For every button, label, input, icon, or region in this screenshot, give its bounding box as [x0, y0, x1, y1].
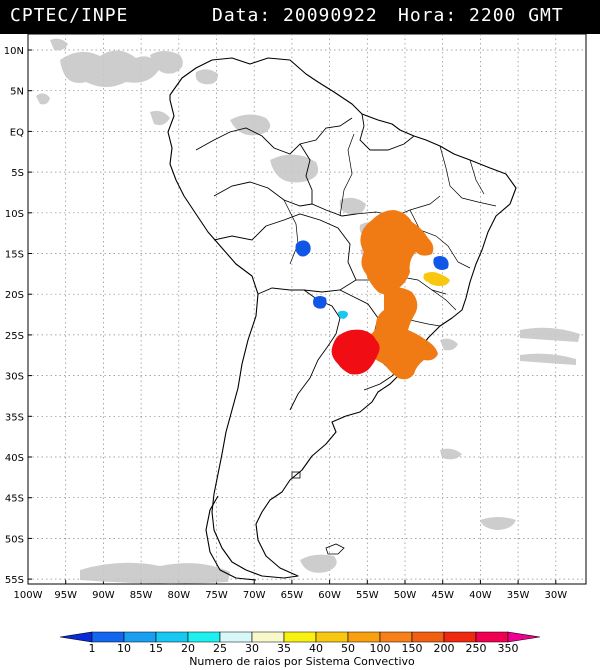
lon-label: 75W: [205, 590, 228, 601]
colorbar-tick-label: 200: [434, 642, 455, 655]
date-label: Data: 20090922: [212, 5, 378, 26]
lon-label: 30W: [544, 590, 567, 601]
system-cluster-paraguay-blue: [313, 296, 327, 309]
system-cluster-paraguay-cyan: [338, 310, 348, 319]
lat-label: 5S: [11, 168, 24, 179]
colorbar-tick-label: 100: [370, 642, 391, 655]
colorbar-swatch: [187, 631, 221, 643]
title-bar: CPTEC/INPE Data: 20090922 Hora: 2200 GMT: [0, 0, 600, 34]
lon-label: 70W: [243, 590, 266, 601]
colorbar-swatch: [443, 631, 477, 643]
lon-label: 50W: [394, 590, 417, 601]
colorbar-swatch: [411, 631, 445, 643]
colorbar-swatch: [347, 631, 381, 643]
colorbar-swatch: [507, 631, 541, 643]
lat-label: EQ: [10, 127, 24, 138]
island-marker: [291, 471, 301, 479]
map-frame: [27, 33, 587, 585]
colorbar-swatch: [475, 631, 509, 643]
lat-label: 30S: [5, 372, 24, 383]
colorbar-swatch: [379, 631, 413, 643]
lon-label: 95W: [54, 590, 77, 601]
lon-label: 90W: [92, 590, 115, 601]
lat-label: 5N: [10, 87, 24, 98]
lon-label: 60W: [318, 590, 341, 601]
cloud-cover: [36, 38, 580, 584]
source-label: CPTEC/INPE: [10, 5, 129, 26]
colorbar-tick-label: 10: [117, 642, 131, 655]
lat-label: 10N: [4, 46, 24, 57]
colorbar-swatch: [219, 631, 253, 643]
lat-label: 20S: [5, 290, 24, 301]
colorbar-swatch: [283, 631, 317, 643]
lat-label: 50S: [5, 534, 24, 545]
system-cluster-bolivia-blue: [295, 240, 311, 257]
colorbar-tick-label: 350: [498, 642, 519, 655]
falkland-islands: [325, 543, 345, 555]
lat-label: 35S: [5, 412, 24, 423]
system-cluster-paraguay-argentina: [331, 329, 380, 375]
colorbar: 1 10 15 20 25 30 35 40 50 100 150 200 250 350: [59, 631, 541, 655]
system-cluster-south-brazil: [365, 287, 438, 380]
lat-label: 25S: [5, 331, 24, 342]
colorbar-tick-label: 50: [341, 642, 355, 655]
colorbar-swatch: [59, 631, 93, 643]
colorbar-swatch: [155, 631, 189, 643]
lat-label: 10S: [5, 209, 24, 220]
lon-label: 65W: [281, 590, 304, 601]
colorbar-swatch: [123, 631, 157, 643]
colorbar-tick-label: 40: [309, 642, 323, 655]
colorbar-swatch: [315, 631, 349, 643]
convective-systems: [295, 210, 450, 380]
colorbar-tick-label: 30: [245, 642, 259, 655]
lon-label: 80W: [167, 590, 190, 601]
colorbar-tick-label: 25: [213, 642, 227, 655]
lat-label: 15S: [5, 250, 24, 261]
colorbar-tick-label: 1: [89, 642, 96, 655]
system-cluster-minas-yellow: [423, 272, 450, 286]
colorbar-tick-label: 35: [277, 642, 291, 655]
colorbar-tick-label: 150: [402, 642, 423, 655]
colorbar-tick-label: 20: [181, 642, 195, 655]
system-cluster-central-brazil: [360, 210, 434, 295]
lon-label: 35W: [507, 590, 530, 601]
colorbar-title: Numero de raios por Sistema Convectivo: [189, 655, 415, 668]
lon-label: 55W: [356, 590, 379, 601]
colorbar-tick-label: 15: [149, 642, 163, 655]
coastline: [167, 57, 517, 581]
lat-label: 55S: [5, 575, 24, 586]
colorbar-tick-label: 250: [466, 642, 487, 655]
lon-label: 40W: [469, 590, 492, 601]
colorbar-swatch: [251, 631, 285, 643]
time-label: Hora: 2200 GMT: [398, 5, 564, 26]
lon-label: 45W: [431, 590, 454, 601]
axis-labels: 10N 5N EQ 5S 10S 15S 20S 25S 30S 35S 40S 45S 50S 55S 1…: [4, 46, 567, 601]
system-cluster-minas-blue: [433, 256, 449, 270]
lat-label: 45S: [5, 494, 24, 505]
lat-label: 40S: [5, 453, 24, 464]
lon-label: 100W: [14, 590, 43, 601]
lon-label: 85W: [130, 590, 153, 601]
colorbar-swatch: [91, 631, 125, 643]
